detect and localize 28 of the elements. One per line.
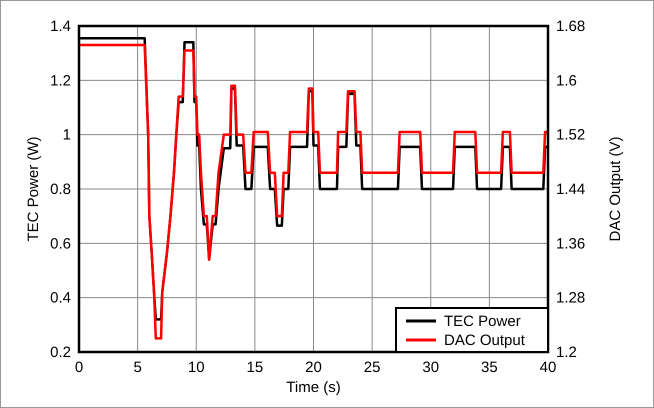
y2-tick-label: 1.28 [556,290,586,307]
y2-axis-title: DAC Output (V) [607,136,624,242]
x-tick-label: 0 [74,359,84,376]
x-tick-label: 25 [364,359,380,376]
y2-tick-label: 1.68 [556,18,586,35]
x-tick-label: 5 [133,359,142,376]
y-tick-label: 0.6 [50,235,71,252]
x-tick-label: 15 [246,359,264,376]
y2-tick-label: 1.52 [556,126,586,144]
y2-tick-label: 1.44 [556,181,586,198]
y-tick-label: 1.2 [50,72,71,90]
y-tick-label: 0.8 [50,181,71,198]
y-tick-label: 1 [62,126,71,144]
y-tick-label: 1.4 [50,18,71,35]
legend-label: TEC Power [444,313,521,330]
y-axis-title: TEC Power (W) [25,136,42,242]
x-tick-label: 30 [422,359,440,376]
y2-tick-label: 1.2 [556,344,577,361]
y2-tick-label: 1.36 [556,235,586,252]
x-axis-title: Time (s) [286,379,341,396]
x-tick-label: 10 [188,359,205,376]
y-tick-label: 0.4 [50,290,71,307]
legend-label: DAC Output [444,332,526,349]
x-tick-label: 35 [481,359,498,376]
y2-tick-label: 1.6 [556,72,577,90]
x-tick-label: 20 [305,359,322,376]
y-tick-label: 0.2 [50,344,71,361]
x-tick-label: 40 [540,359,556,376]
